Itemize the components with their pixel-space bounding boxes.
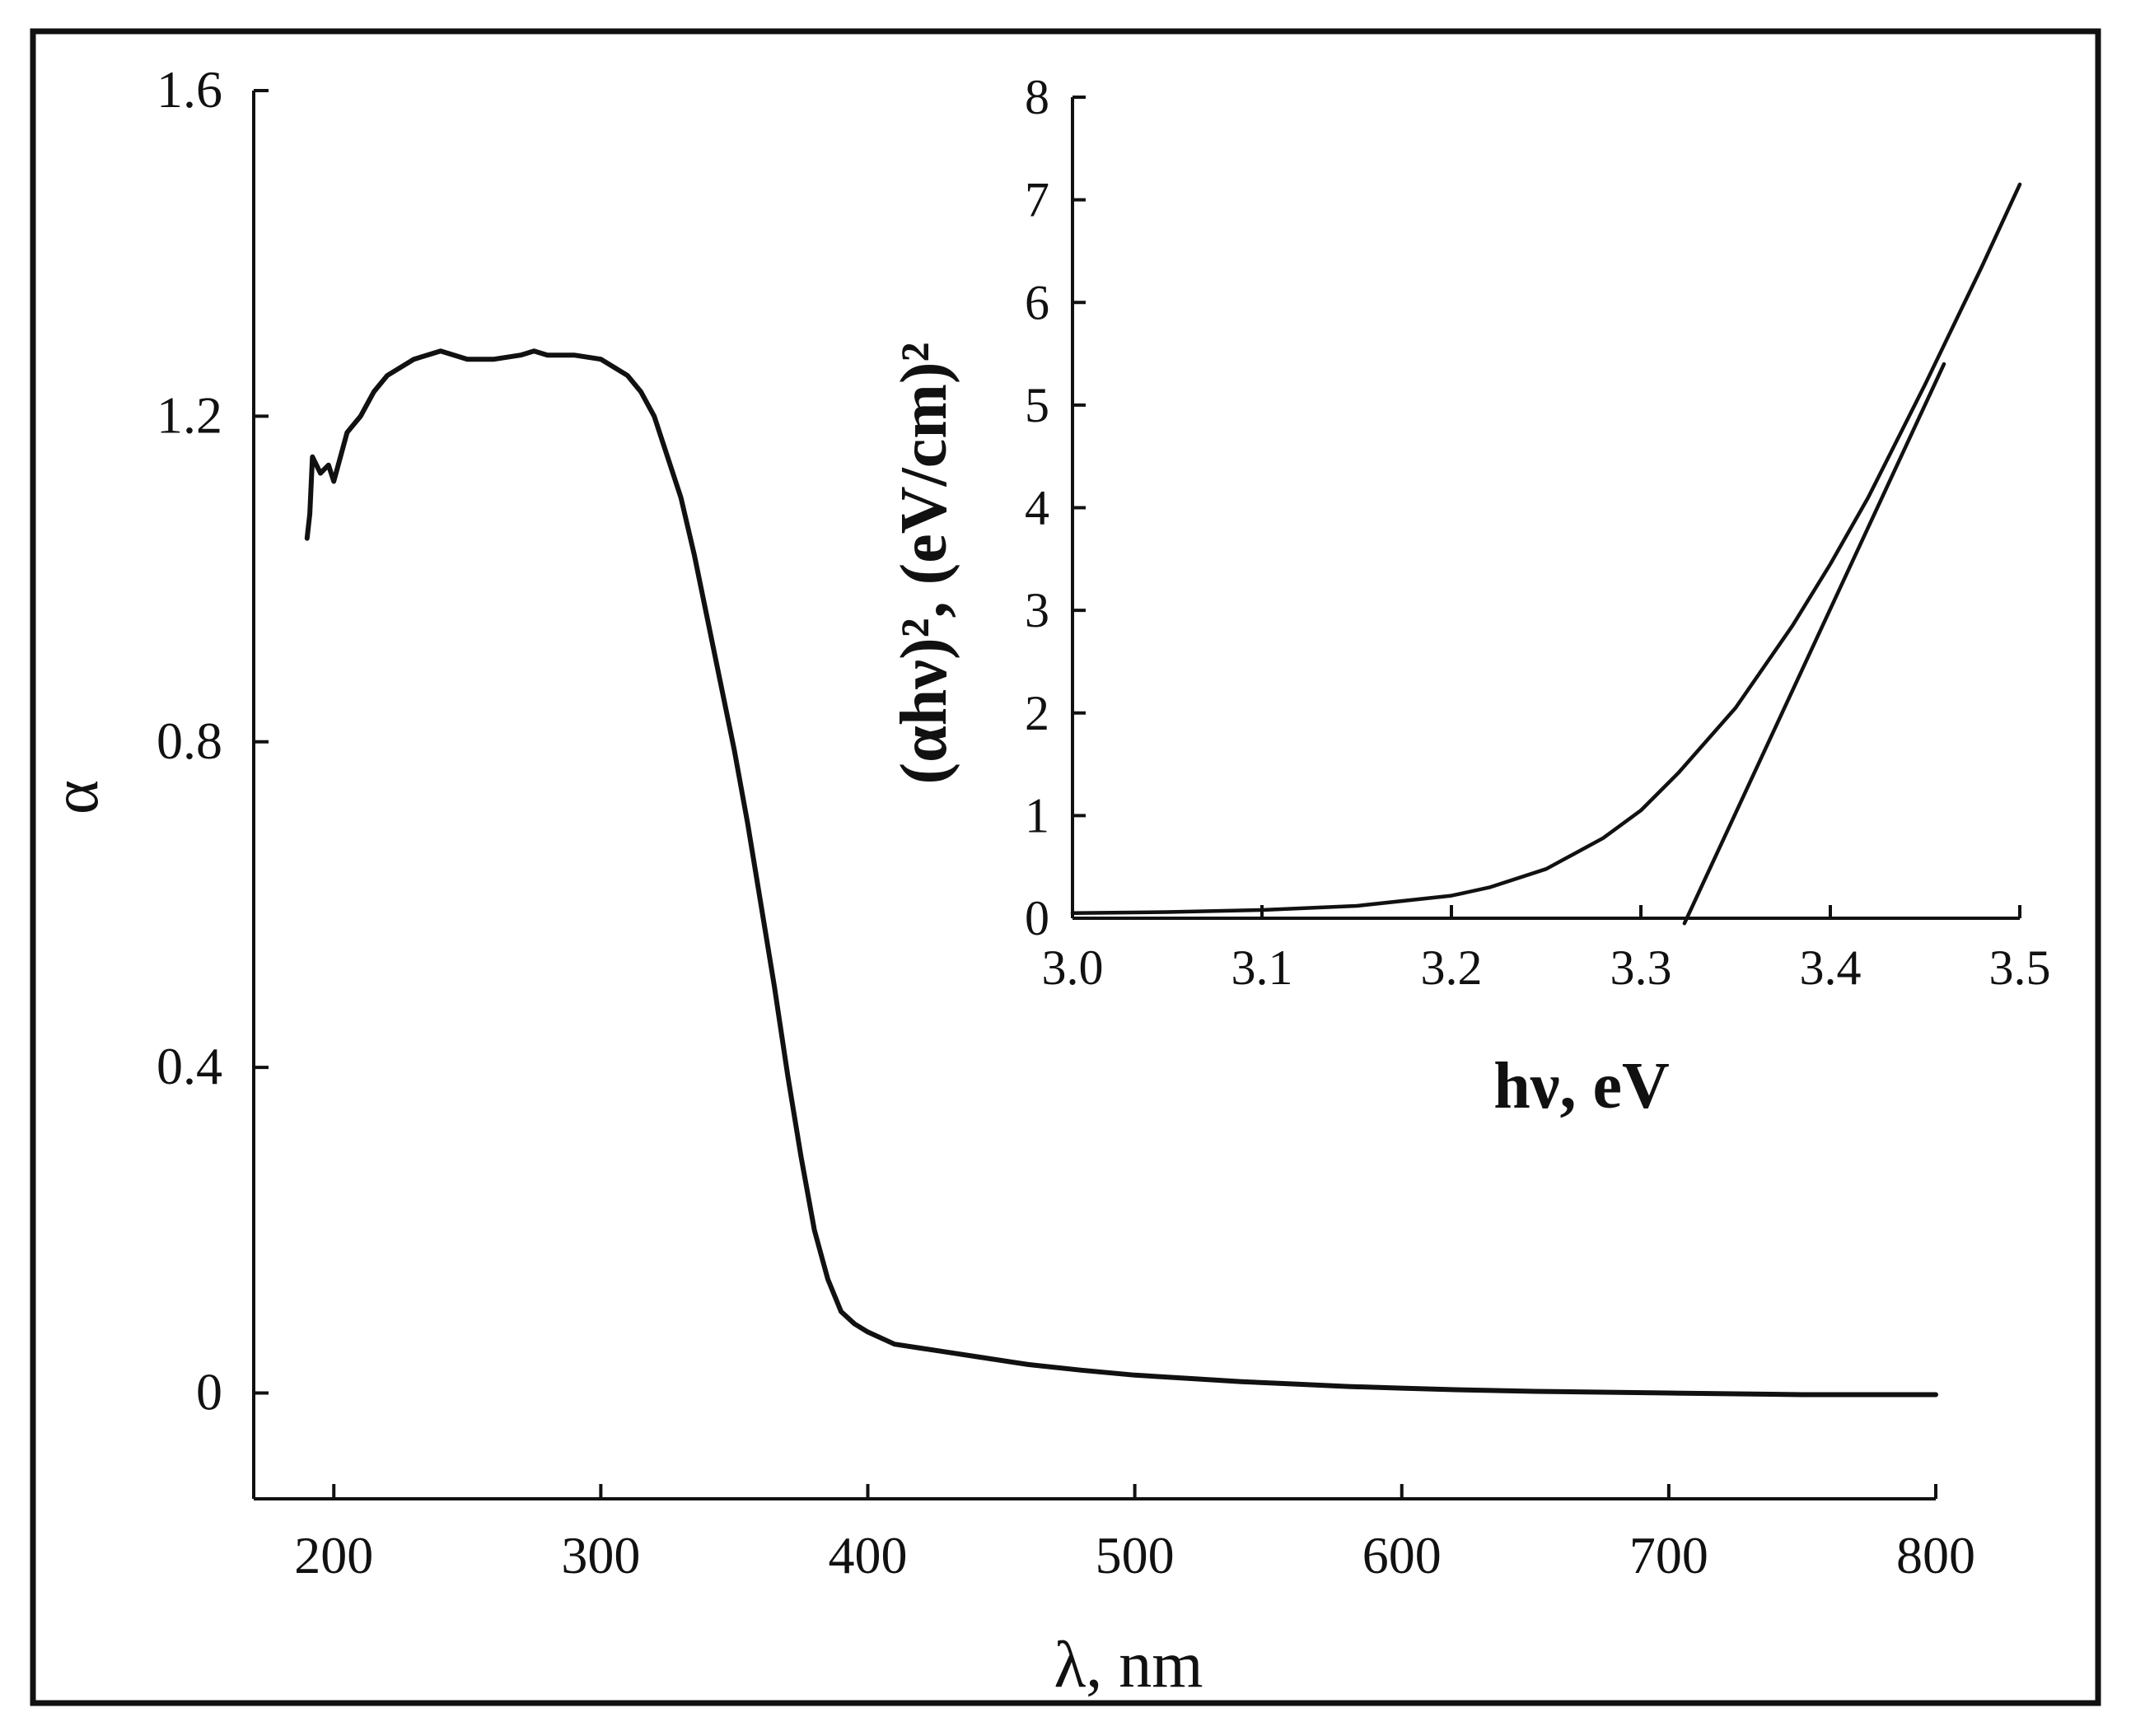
main-chart: 200 300 400 500 600 700 800 0 0.4 0.8 1.2 1.6 λ, n… <box>40 60 1975 1701</box>
main-x-axis-label: λ, nm <box>1054 1629 1203 1701</box>
inset-series-tauc-curve <box>1070 182 2022 916</box>
inset-x-tick-label: 3.5 <box>1989 940 2051 995</box>
main-y-tick-label: 0 <box>196 1363 222 1421</box>
main-x-tick-label: 500 <box>1096 1526 1175 1584</box>
main-y-tick-label: 1.6 <box>157 60 222 119</box>
inset-x-tick-label: 3.1 <box>1231 940 1293 995</box>
main-y-axis-label: α <box>40 780 112 814</box>
inset-x-tick-label: 3.2 <box>1421 940 1483 995</box>
main-x-tick-label: 600 <box>1362 1526 1442 1584</box>
main-y-ticks: 0 0.4 0.8 1.2 1.6 <box>157 60 269 1421</box>
inset-y-ticks: 0 1 2 3 4 5 6 7 8 <box>1025 70 1086 945</box>
main-x-tick-label: 200 <box>294 1526 373 1584</box>
main-x-tick-label: 700 <box>1629 1526 1708 1584</box>
main-x-tick-label: 400 <box>828 1526 907 1584</box>
figure-border <box>30 28 2101 1706</box>
inset-series-linear-extrapolation <box>1682 362 1946 926</box>
inset-y-axis-label: (αhν)², (eV/cm)² <box>888 342 960 784</box>
inset-y-tick-label: 6 <box>1025 275 1049 329</box>
inset-y-tick-label: 3 <box>1025 583 1049 637</box>
inset-y-tick-label: 0 <box>1025 891 1049 945</box>
inset-x-ticks: 3.0 3.1 3.2 3.3 3.4 3.5 <box>1042 905 2051 995</box>
inset-x-tick-label: 3.3 <box>1610 940 1672 995</box>
main-x-tick-label: 800 <box>1896 1526 1975 1584</box>
inset-x-axis-label: hν, eV <box>1493 1050 1670 1122</box>
inset-x-tick-label: 3.4 <box>1800 940 1862 995</box>
main-y-tick-label: 0.4 <box>157 1037 222 1095</box>
main-y-tick-label: 0.8 <box>157 712 222 770</box>
inset-y-tick-label: 1 <box>1025 788 1049 842</box>
inset-y-tick-label: 4 <box>1025 481 1049 535</box>
main-x-tick-label: 300 <box>561 1526 640 1584</box>
main-x-ticks: 200 300 400 500 600 700 800 <box>294 1484 1975 1584</box>
inset-y-tick-label: 5 <box>1025 378 1049 432</box>
inset-chart: 3.0 3.1 3.2 3.3 3.4 3.5 0 1 2 3 4 5 6 7 8 hν, eV (αhν… <box>888 70 2051 1122</box>
inset-y-tick-label: 2 <box>1025 686 1049 740</box>
main-y-tick-label: 1.2 <box>157 385 222 444</box>
inset-y-tick-label: 8 <box>1025 70 1049 124</box>
inset-y-tick-label: 7 <box>1025 173 1049 227</box>
inset-x-tick-label: 3.0 <box>1042 940 1104 995</box>
main-series-absorption-line <box>304 348 1938 1398</box>
